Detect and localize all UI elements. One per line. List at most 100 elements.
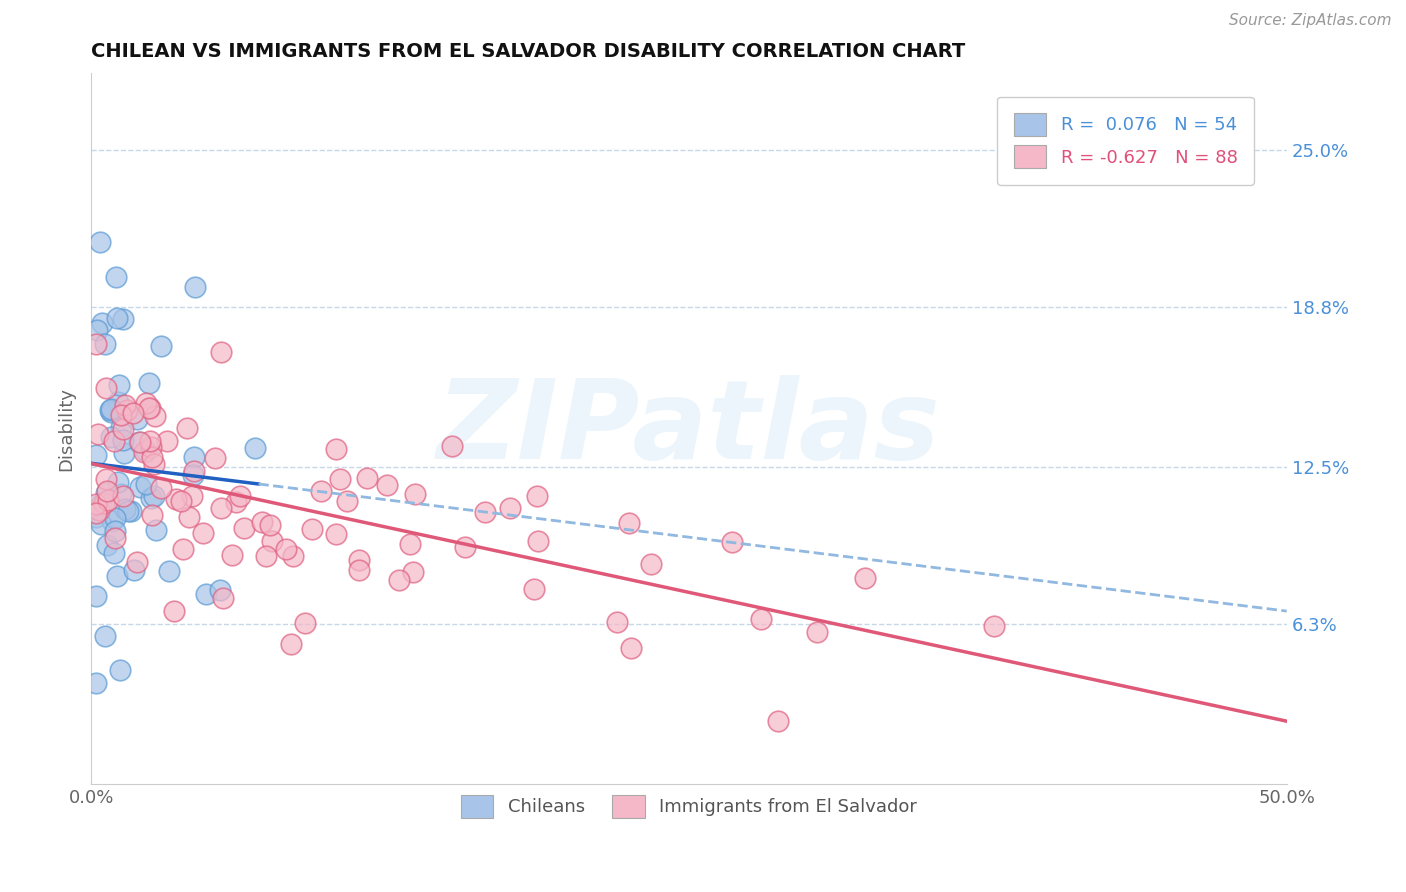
Point	[120, 503, 142, 517]
Point	[721, 534, 744, 549]
Point	[84, 510, 107, 524]
Point	[853, 571, 876, 585]
Point	[165, 491, 187, 506]
Point	[84, 497, 107, 511]
Point	[135, 443, 157, 458]
Point	[526, 489, 548, 503]
Point	[229, 489, 252, 503]
Point	[325, 526, 347, 541]
Point	[749, 612, 772, 626]
Point	[108, 663, 131, 677]
Point	[283, 549, 305, 564]
Point	[183, 280, 205, 294]
Point	[176, 421, 198, 435]
Point	[138, 434, 160, 449]
Point	[163, 604, 186, 618]
Point	[112, 489, 135, 503]
Point	[983, 619, 1005, 633]
Point	[250, 515, 273, 529]
Point	[142, 457, 165, 471]
Point	[84, 676, 107, 690]
Point	[104, 269, 127, 284]
Point	[96, 538, 118, 552]
Point	[96, 484, 118, 499]
Point	[245, 441, 267, 455]
Text: Source: ZipAtlas.com: Source: ZipAtlas.com	[1229, 13, 1392, 29]
Point	[336, 493, 359, 508]
Point	[93, 496, 115, 510]
Legend: Chileans, Immigrants from El Salvador: Chileans, Immigrants from El Salvador	[454, 788, 924, 825]
Point	[94, 337, 117, 351]
Point	[347, 563, 370, 577]
Point	[84, 448, 107, 462]
Point	[195, 587, 218, 601]
Point	[620, 641, 643, 656]
Point	[149, 481, 172, 495]
Point	[262, 534, 284, 549]
Point	[274, 542, 297, 557]
Point	[115, 403, 138, 417]
Point	[100, 430, 122, 444]
Point	[129, 480, 152, 494]
Point	[87, 426, 110, 441]
Point	[127, 412, 149, 426]
Text: ZIPatlas: ZIPatlas	[437, 376, 941, 483]
Point	[329, 472, 352, 486]
Point	[212, 591, 235, 605]
Point	[181, 467, 204, 482]
Point	[103, 546, 125, 560]
Point	[104, 510, 127, 524]
Point	[84, 506, 107, 520]
Point	[806, 625, 828, 640]
Point	[94, 486, 117, 500]
Point	[606, 615, 628, 629]
Point	[135, 477, 157, 491]
Point	[105, 310, 128, 325]
Y-axis label: Disability: Disability	[58, 387, 75, 471]
Point	[143, 409, 166, 423]
Point	[254, 549, 277, 563]
Point	[104, 531, 127, 545]
Point	[86, 323, 108, 337]
Point	[138, 401, 160, 416]
Point	[169, 494, 191, 508]
Point	[114, 445, 136, 459]
Point	[101, 514, 124, 528]
Point	[301, 522, 323, 536]
Point	[180, 489, 202, 503]
Point	[108, 378, 131, 392]
Point	[117, 504, 139, 518]
Point	[221, 549, 243, 563]
Point	[84, 337, 107, 351]
Point	[143, 489, 166, 503]
Point	[159, 564, 181, 578]
Point	[110, 419, 132, 434]
Point	[347, 553, 370, 567]
Point	[191, 526, 214, 541]
Point	[527, 533, 550, 548]
Point	[209, 500, 232, 515]
Point	[104, 524, 127, 539]
Point	[110, 487, 132, 501]
Point	[640, 558, 662, 572]
Point	[401, 565, 423, 579]
Point	[375, 478, 398, 492]
Point	[128, 434, 150, 449]
Point	[183, 464, 205, 478]
Point	[145, 524, 167, 538]
Point	[141, 450, 163, 465]
Point	[454, 540, 477, 554]
Point	[112, 312, 135, 326]
Point	[90, 497, 112, 511]
Point	[111, 433, 134, 447]
Point	[294, 616, 316, 631]
Point	[98, 403, 121, 417]
Point	[107, 475, 129, 489]
Point	[233, 521, 256, 535]
Point	[111, 422, 134, 436]
Point	[398, 536, 420, 550]
Point	[172, 542, 194, 557]
Point	[89, 235, 111, 250]
Point	[125, 555, 148, 569]
Point	[114, 398, 136, 412]
